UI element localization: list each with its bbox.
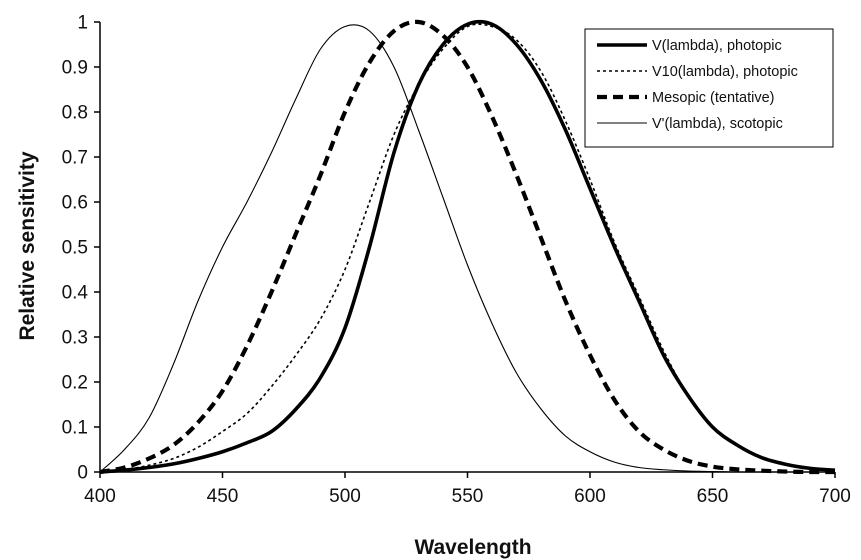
legend-box [584,28,834,148]
y-axis: 0 0.1 0.2 0.3 0.4 0.5 0.6 0.7 0.8 0.9 1 [62,13,100,484]
y-tick-label: 0.6 [62,193,88,214]
y-tick-label: 0.5 [62,238,88,259]
y-tick-label: 0.1 [62,418,88,439]
x-tick-label: 450 [207,486,239,507]
x-tick-label: 400 [84,486,116,507]
y-tick-label: 0.8 [62,103,88,124]
y-axis-title: Relative sensitivity [16,151,39,340]
x-tick-label: 650 [697,486,729,507]
legend-label: V'(lambda), scotopic [652,116,783,132]
x-tick-label: 500 [329,486,361,507]
series-lines [99,19,836,475]
series-line-1 [99,19,836,474]
x-tick-label: 700 [819,486,851,507]
legend: V(lambda), photopic V10(lambda), photopic… [584,28,834,148]
legend-label: V10(lambda), photopic [652,64,798,80]
y-tick-label: 0.3 [62,328,88,349]
legend-label: Mesopic (tentative) [652,90,775,106]
x-axis-title: Wavelength [414,536,531,559]
y-tick-label: 0.2 [62,373,88,394]
x-tick-label: 600 [574,486,606,507]
x-tick-label: 550 [452,486,484,507]
series-line-3 [99,19,836,475]
series-line-4 [99,24,835,473]
y-tick-label: 0.4 [62,283,89,304]
y-tick-label: 0 [77,463,88,484]
x-axis: 400 450 500 550 600 650 700 [84,472,851,507]
y-tick-label: 0.7 [62,148,88,169]
legend-label: V(lambda), photopic [652,38,782,54]
y-tick-label: 1 [77,13,88,34]
series-line-2 [99,23,836,473]
y-tick-label: 0.9 [62,58,88,79]
